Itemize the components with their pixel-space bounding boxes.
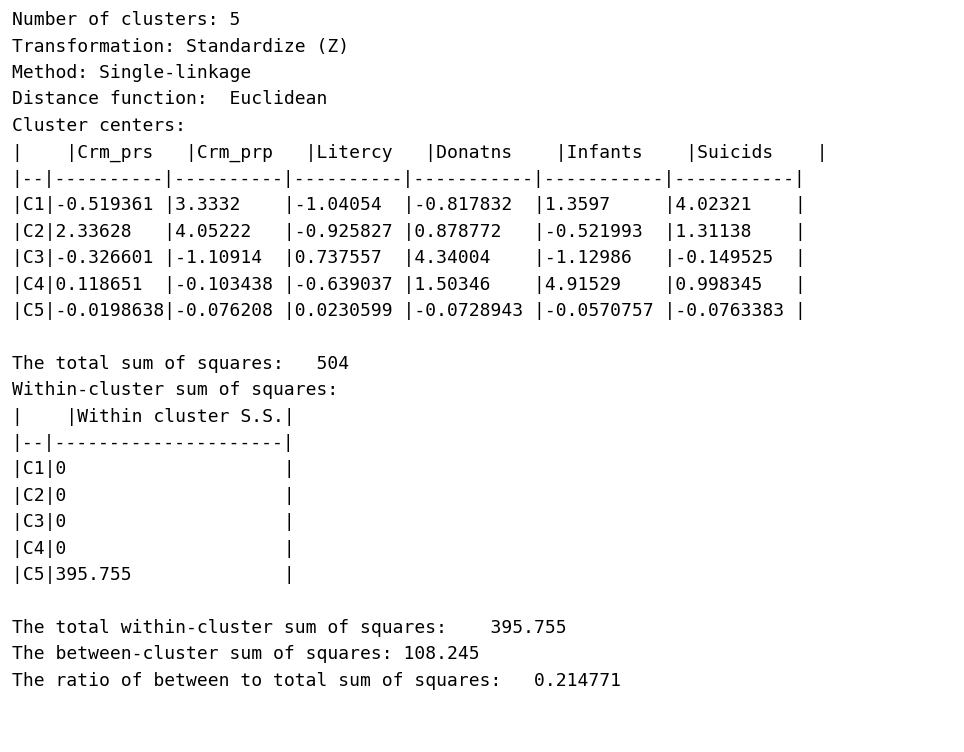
Text: Number of clusters: 5
Transformation: Standardize (Z)
Method: Single-linkage
Dis: Number of clusters: 5 Transformation: St…: [12, 11, 827, 690]
